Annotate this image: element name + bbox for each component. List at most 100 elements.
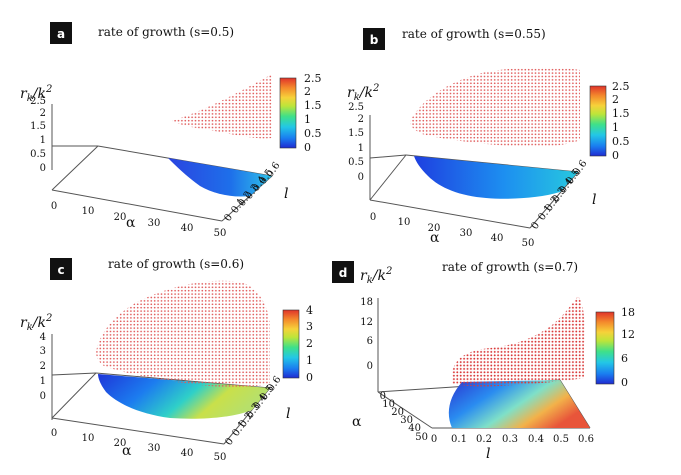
panel-b-ylabel: l <box>592 192 596 208</box>
panel-c-floor-back <box>51 372 97 376</box>
panel-d-ytick-5: 0.5 <box>553 434 569 445</box>
panel-a-xtick-0: 0 <box>51 201 57 212</box>
panel-c-ztick-0: 0 <box>40 391 46 402</box>
panel-d-floor-left <box>377 391 433 429</box>
panel-c-ytick-0: 0 <box>223 436 236 448</box>
panel-a-xtick-2: 20 <box>114 212 127 223</box>
panel-d-cb-0: 0 <box>621 376 628 389</box>
panel-d-ytick-4: 0.4 <box>528 434 544 445</box>
panel-b-ztick-4: 2 <box>358 114 364 125</box>
panel-b-ztick-1: 0.5 <box>348 157 364 168</box>
panel-a-xtick-4: 40 <box>181 223 194 234</box>
panel-b-cb-1: 0.5 <box>612 135 630 148</box>
panel-b-xtick-4: 40 <box>491 233 504 244</box>
panel-a-floor-left <box>51 145 99 191</box>
panel-c-cb-1: 1 <box>306 354 313 367</box>
panel-b-floor-back2 <box>405 154 579 173</box>
panel-d-ytick-3: 0.3 <box>502 434 518 445</box>
panel-c-ztick-3: 3 <box>40 346 46 357</box>
panel-b-cb-0: 0 <box>612 149 619 162</box>
panel-a-ztick-0: 0 <box>40 163 46 174</box>
panel-c-xtick-2: 20 <box>114 438 127 449</box>
panel-b-floor-left <box>369 154 407 201</box>
panel-a-surface <box>172 74 272 139</box>
badge-c: c <box>57 263 64 277</box>
panel-c-cb-2: 2 <box>306 337 313 350</box>
panel-b-surface <box>410 67 580 147</box>
panel-d-colorbar <box>595 311 615 385</box>
panel-d-cb-3: 18 <box>621 306 635 319</box>
panel-d-ztick-3: 18 <box>360 297 373 308</box>
panel-c-xtick-4: 40 <box>181 448 194 459</box>
panel-a-cb-1: 0.5 <box>304 127 322 140</box>
panel-b-xtick-0: 0 <box>370 212 376 223</box>
panel-a-cb-2: 1 <box>304 113 311 126</box>
panel-d-ztick-0: 0 <box>367 361 373 372</box>
badge-d-bg <box>332 261 354 283</box>
panel-a-xlabel: α <box>126 215 136 231</box>
panel-b-ztick-2: 1 <box>358 143 364 154</box>
panel-a-ytick-0: 0 <box>222 212 235 224</box>
panel-a-ztick-1: 0.5 <box>30 149 46 160</box>
panel-d-cb-1: 6 <box>621 352 628 365</box>
panel-a-cb-0: 0 <box>304 141 311 154</box>
panel-c-cb-0: 0 <box>306 371 313 384</box>
panel-b-title: rate of growth (s=0.55) <box>402 27 546 41</box>
panel-a-xtick-5: 50 <box>214 228 227 239</box>
panel-d-xtick-5: 50 <box>415 432 428 443</box>
badge-b: b <box>370 33 379 47</box>
panel-c-zlabel: rk/k2 <box>20 313 52 333</box>
badge-b-bg <box>363 28 385 50</box>
panel-c-title: rate of growth (s=0.6) <box>108 257 244 271</box>
panel-b-cb-5: 2.5 <box>612 80 630 93</box>
panel-b-ytick-0: 0 <box>529 220 542 232</box>
panel-d-xtick-1: 10 <box>382 399 395 410</box>
panel-b-xtick-2: 20 <box>428 223 441 234</box>
panel-a-xtick-1: 10 <box>82 206 95 217</box>
panel-b-ztick-3: 1.5 <box>348 128 364 139</box>
panel-a-xtick-3: 30 <box>148 218 161 229</box>
panel-c-ztick-4: 4 <box>40 332 46 343</box>
panel-c-xtick-5: 50 <box>214 452 227 463</box>
panel-d-xtick-2: 20 <box>391 407 404 418</box>
panel-a-cb-5: 2.5 <box>304 72 322 85</box>
badge-c-bg <box>50 258 72 280</box>
panel-d-ytick-2: 0.2 <box>476 434 492 445</box>
panel-c-xlabel: α <box>122 443 132 459</box>
panel-a-ztick-4: 2 <box>40 108 46 119</box>
panel-d-ztick-2: 12 <box>360 317 373 328</box>
panel-c-xtick-3: 30 <box>148 443 161 454</box>
panel-b-x-axis <box>369 199 531 229</box>
badge-d: d <box>339 266 348 280</box>
panel-d-ztick-1: 6 <box>367 336 373 347</box>
panel-a-ztick-5: 2.5 <box>30 96 46 107</box>
panel-a-cb-3: 1.5 <box>304 99 322 112</box>
panel-a-cb-4: 2 <box>304 85 311 98</box>
panel-b-cb-4: 2 <box>612 93 619 106</box>
panel-d-xtick-3: 30 <box>400 415 413 426</box>
panel-c-xtick-0: 0 <box>51 428 57 439</box>
panel-b-xlabel: α <box>430 230 440 246</box>
badge-a: a <box>57 27 65 41</box>
panel-c: c rate of growth (s=0.6) rk/k2 0 1 2 3 4… <box>20 257 313 463</box>
panel-b-ztick-0: 0 <box>358 172 364 183</box>
panel-b-floor-heatmap <box>414 156 578 199</box>
panel-a-ztick-2: 1 <box>40 135 46 146</box>
panel-c-cb-3: 3 <box>306 320 313 333</box>
panel-a: a rate of growth (s=0.5) rk/k2 0 0.5 1 1… <box>20 22 322 239</box>
panel-d-title: rate of growth (s=0.7) <box>442 260 578 274</box>
panel-d-ylabel: l <box>486 446 490 462</box>
panel-d-floor-heatmap <box>448 380 590 428</box>
panel-d-xlabel: α <box>352 414 362 430</box>
panel-c-xtick-1: 10 <box>82 433 95 444</box>
panel-a-title: rate of growth (s=0.5) <box>98 25 234 39</box>
panel-b-cb-3: 1.5 <box>612 107 630 120</box>
panel-d-ytick-0: 0 <box>431 434 437 445</box>
panel-d-ytick-1: 0.1 <box>451 434 467 445</box>
panel-a-floor-heatmap <box>168 158 272 197</box>
panel-b-floor-back <box>369 154 407 159</box>
panel-a-ztick-3: 1.5 <box>30 121 46 132</box>
panel-d-surface <box>452 296 585 387</box>
panel-c-ztick-2: 2 <box>40 361 46 372</box>
panel-a-x-axis <box>51 189 223 222</box>
